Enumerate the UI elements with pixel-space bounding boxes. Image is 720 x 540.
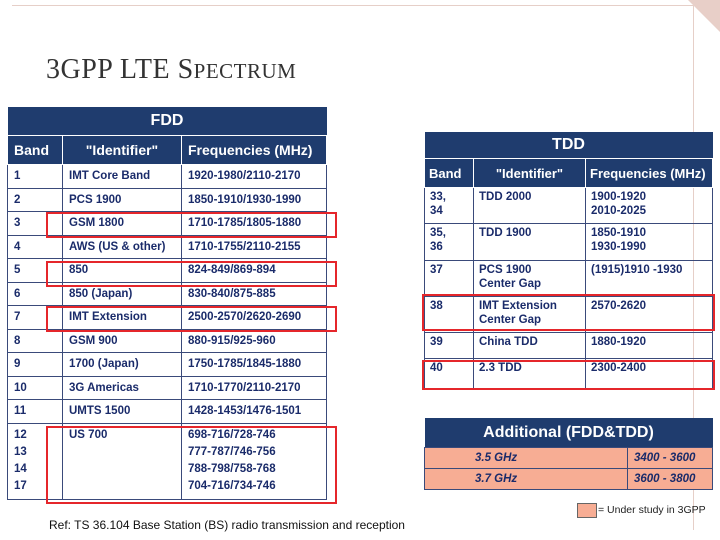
tdd-table: TDD Band "Identifier" Frequencies (MHz) …: [424, 132, 713, 389]
table-row: 3.7 GHz 3600 - 3800: [424, 468, 713, 490]
additional-title: Additional (FDD&TDD): [424, 418, 713, 448]
fdd-title: FDD: [7, 107, 327, 136]
table-row: 1 IMT Core Band 1920-1980/2110-2170: [7, 164, 327, 189]
tdd-header-band: Band: [424, 158, 474, 188]
additional-table: Additional (FDD&TDD) 3.5 GHz 3400 - 3600…: [424, 418, 713, 490]
highlight-fdd-us700: [46, 426, 337, 504]
highlight-tdd-band38: [422, 294, 715, 331]
table-row: 2 PCS 1900 1850-1910/1930-1990: [7, 187, 327, 212]
table-row: 37 PCS 1900 Center Gap (1915)1910 -1930: [424, 260, 713, 297]
highlight-tdd-band40: [422, 360, 715, 390]
highlight-fdd-band3: [46, 212, 337, 238]
highlight-fdd-band7: [46, 306, 337, 332]
table-row: 35, 36 TDD 1900 1850-1910 1930-1990: [424, 223, 713, 261]
table-row: 7 IMT Extension 2500-2570/2620-2690: [7, 305, 327, 330]
table-row: 3.5 GHz 3400 - 3600: [424, 447, 713, 469]
fdd-header-identifier: "Identifier": [62, 135, 182, 165]
table-row: 3 GSM 1800 1710-1785/1805-1880: [7, 211, 327, 236]
table-row: 40 2.3 TDD 2300-2400: [424, 358, 713, 389]
table-row: 39 China TDD 1880-1920: [424, 332, 713, 359]
table-row: 33, 34 TDD 2000 1900-1920 2010-2025: [424, 187, 713, 224]
tdd-title: TDD: [424, 132, 713, 159]
table-row-us700: 12 13 14 17 US 700 698-716/728-746 777-787/7…: [7, 422, 327, 500]
highlight-fdd-band5: [46, 261, 337, 287]
table-row: 8 GSM 900 880-915/925-960: [7, 328, 327, 353]
fdd-header-band: Band: [7, 135, 63, 165]
legend-label: = Under study in 3GPP: [598, 504, 706, 516]
slide-title: 3GPP LTE SPECTRUM: [46, 54, 297, 85]
legend-swatch: [577, 503, 597, 518]
tdd-header-frequencies: Frequencies (MHz): [585, 158, 713, 188]
fdd-table: FDD Band "Identifier" Frequencies (MHz) …: [7, 107, 327, 500]
reference-text: Ref: TS 36.104 Base Station (BS) radio t…: [49, 518, 405, 532]
table-row: 38 IMT Extension Center Gap 2570-2620: [424, 296, 713, 333]
tdd-header-identifier: "Identifier": [473, 158, 586, 188]
table-row: 4 AWS (US & other) 1710-1755/2110-2155: [7, 234, 327, 259]
fdd-header-frequencies: Frequencies (MHz): [181, 135, 327, 165]
table-row: 10 3G Americas 1710-1770/2110-2170: [7, 375, 327, 400]
table-row: 9 1700 (Japan) 1750-1785/1845-1880: [7, 352, 327, 377]
frame-line-top: [12, 5, 694, 6]
table-row: 11 UMTS 1500 1428-1453/1476-1501: [7, 399, 327, 424]
